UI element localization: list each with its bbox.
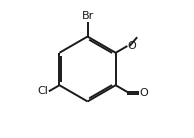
Text: O: O <box>139 88 148 98</box>
Text: Br: Br <box>81 11 94 21</box>
Text: O: O <box>128 41 137 51</box>
Text: Cl: Cl <box>37 86 48 96</box>
